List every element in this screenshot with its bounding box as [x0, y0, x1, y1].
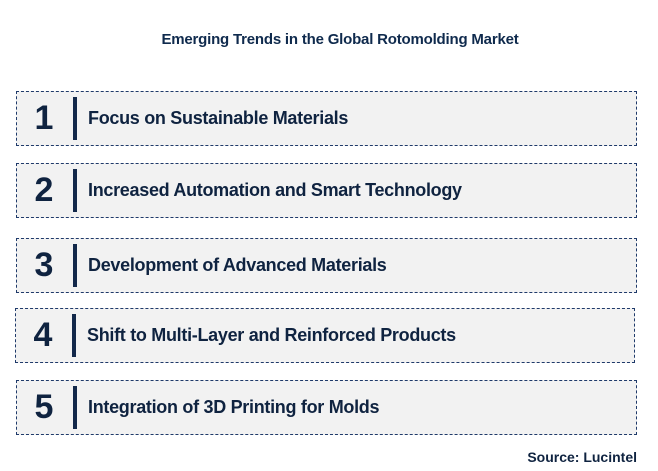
source-note: Source: Lucintel — [527, 449, 637, 465]
trend-label: Focus on Sustainable Materials — [88, 108, 349, 128]
trend-divider — [73, 169, 77, 212]
trend-item-1: 1 Focus on Sustainable Materials — [16, 91, 637, 146]
trend-number: 3 — [34, 246, 54, 284]
trend-item-4: 4 Shift to Multi-Layer and Reinforced Pr… — [15, 308, 635, 363]
trend-divider — [72, 314, 76, 357]
trend-label: Development of Advanced Materials — [88, 255, 387, 275]
trend-item-5: 5 Integration of 3D Printing for Molds — [16, 380, 637, 435]
trend-item-3: 3 Development of Advanced Materials — [16, 238, 637, 293]
trend-item-2: 2 Increased Automation and Smart Technol… — [16, 163, 637, 218]
trend-number: 4 — [33, 316, 53, 354]
trend-label: Increased Automation and Smart Technolog… — [88, 180, 462, 200]
trend-label: Shift to Multi-Layer and Reinforced Prod… — [87, 325, 456, 345]
trend-divider — [73, 244, 77, 287]
diagram-title: Emerging Trends in the Global Rotomoldin… — [161, 31, 519, 48]
trend-label: Integration of 3D Printing for Molds — [88, 397, 380, 417]
trend-divider — [73, 97, 77, 140]
trend-number: 2 — [34, 171, 54, 209]
trend-divider — [73, 386, 77, 429]
trend-number: 5 — [34, 388, 54, 426]
trend-number: 1 — [34, 99, 54, 137]
